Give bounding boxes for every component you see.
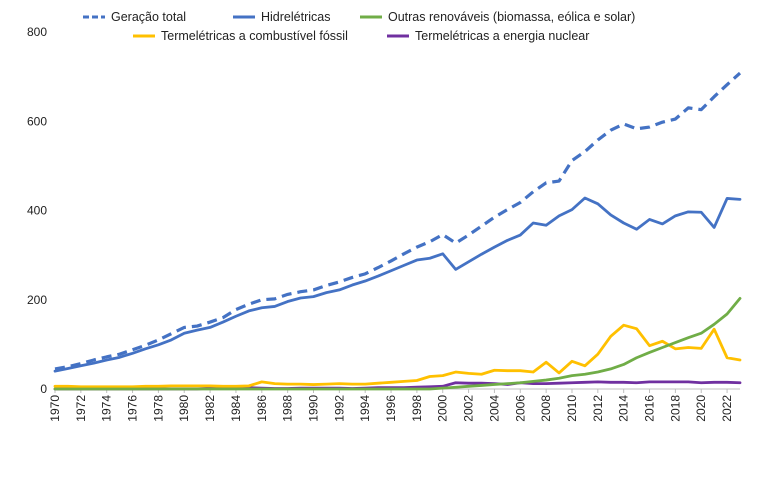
axes: 0 200 400 600 800 1970 1972 1974 1976 1978 1980 198…	[27, 25, 740, 422]
x-tick-label: 2014	[617, 395, 631, 422]
legend-item-2: Hidrelétricas	[233, 10, 330, 24]
x-tick-label: 2000	[436, 395, 450, 422]
x-tick-label: 1976	[126, 395, 140, 422]
y-tick-label: 400	[27, 204, 47, 218]
series-line-1	[54, 71, 742, 371]
x-tick-label: 1982	[203, 395, 217, 422]
x-tick-label: 2004	[487, 395, 501, 422]
y-tick-label: 200	[27, 293, 47, 307]
legend-label: Termelétricas a energia nuclear	[415, 29, 589, 43]
x-tick-label: 1978	[151, 395, 165, 422]
x-tick-label: 1994	[358, 395, 372, 422]
x-tick-label: 1980	[177, 395, 191, 422]
x-tick-label: 1984	[229, 395, 243, 422]
x-tick-label: 1998	[410, 395, 424, 422]
legend-item-3: Outras renováveis (biomassa, eólica e so…	[360, 10, 635, 24]
legend-item-5: Termelétricas a energia nuclear	[387, 29, 589, 43]
legend-label: Hidrelétricas	[261, 10, 330, 24]
series-line-2	[53, 196, 742, 373]
legend-label: Outras renováveis (biomassa, eólica e so…	[388, 10, 635, 24]
y-tick-label: 800	[27, 25, 47, 39]
y-tick-label: 600	[27, 114, 47, 128]
x-tick-label: 1996	[384, 395, 398, 422]
x-tick-label: 1992	[332, 395, 346, 422]
x-tick-label: 1974	[100, 395, 114, 422]
legend-item-1: Geração total	[83, 10, 186, 24]
x-tick-label: 2006	[513, 395, 527, 422]
x-tick-label: 2010	[565, 395, 579, 422]
x-tick-label: 2022	[720, 395, 734, 422]
x-tick-label: 1972	[74, 395, 88, 422]
legend-label: Geração total	[111, 10, 186, 24]
x-tick-label: 2020	[694, 395, 708, 422]
x-tick-label: 2016	[643, 395, 657, 422]
x-tick-label: 1970	[48, 395, 62, 422]
series-layer	[53, 71, 742, 391]
x-tick-label: 2002	[462, 395, 476, 422]
y-tick-label: 0	[40, 382, 47, 396]
legend-item-4: Termelétricas a combustível fóssil	[133, 29, 348, 43]
x-tick-label: 2018	[668, 395, 682, 422]
series-line-4	[53, 323, 742, 389]
series-line-3	[53, 297, 742, 391]
x-tick-label: 1986	[255, 395, 269, 422]
x-tick-label: 2008	[539, 395, 553, 422]
legend-label: Termelétricas a combustível fóssil	[161, 29, 348, 43]
legend: Geração total Hidrelétricas Outras renováv…	[83, 10, 635, 43]
x-tick-label: 1990	[306, 395, 320, 422]
x-tick-label: 2012	[591, 395, 605, 422]
x-tick-label: 1988	[281, 395, 295, 422]
